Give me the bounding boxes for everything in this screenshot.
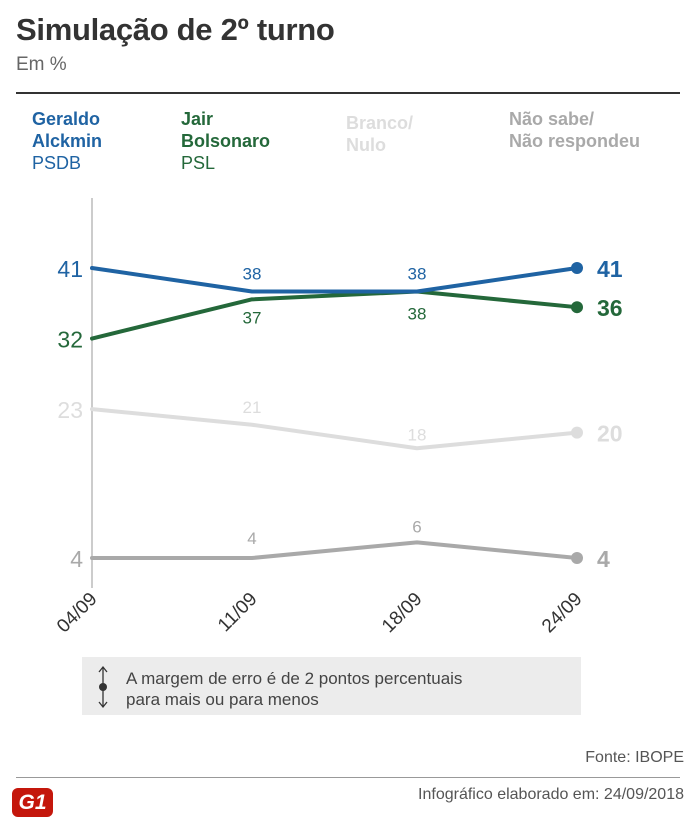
label-layer: 41 32 23 4 41 36 20 4 38 38 37 38 21 18 4 6 04/09 11/09 18… — [53, 256, 623, 637]
x-tick-label: 11/09 — [214, 589, 261, 636]
legend-name: Bolsonaro — [181, 131, 271, 151]
margin-note-text: A margem de erro é de 2 pontos percentua… — [126, 668, 462, 710]
data-label: 38 — [243, 265, 262, 284]
g1-logo: G1 — [12, 788, 53, 817]
data-label: 6 — [412, 517, 421, 536]
series-line — [90, 407, 579, 451]
start-value-label: 4 — [70, 546, 83, 572]
x-tick-label: 18/09 — [378, 589, 426, 637]
data-label: 37 — [243, 308, 262, 327]
series-end-point — [571, 426, 583, 439]
legend-name: Não sabe/ — [509, 109, 595, 129]
series-end-point — [571, 301, 583, 314]
data-label: 21 — [243, 398, 262, 417]
end-value-label: 36 — [597, 295, 623, 321]
legend-item-nao-sabe: Não sabe/ Não respondeu — [509, 108, 640, 152]
line-chart: 41 32 23 4 41 36 20 4 38 38 37 38 21 18 4 6 04/09 11/09 18… — [53, 198, 623, 637]
series-end-point — [571, 262, 583, 274]
series-line — [90, 289, 579, 341]
legend-item-bolsonaro: Jair Bolsonaro PSL — [181, 108, 270, 174]
start-value-label: 32 — [57, 327, 83, 353]
x-tick-label: 24/09 — [538, 589, 586, 637]
start-value-label: 41 — [57, 256, 83, 282]
x-tick-label: 04/09 — [53, 589, 101, 637]
end-value-label: 4 — [597, 546, 610, 572]
data-label: 18 — [408, 425, 427, 444]
data-label: 38 — [408, 265, 427, 284]
legend-party: PSDB — [32, 153, 82, 173]
credit-label: Infográfico elaborado em: 24/09/2018 — [418, 786, 684, 803]
top-divider — [16, 92, 680, 94]
series-line — [90, 540, 579, 560]
data-label: 4 — [247, 529, 256, 548]
source-label: Fonte: IBOPE — [585, 749, 684, 766]
legend-name: Não respondeu — [509, 131, 641, 151]
end-value-label: 41 — [597, 256, 623, 282]
series-end-point — [571, 552, 583, 564]
chart-title: Simulação de 2º turno — [16, 12, 335, 47]
margin-note-line: para mais ou para menos — [126, 690, 319, 709]
legend-party: PSL — [181, 153, 216, 173]
legend-item-alckmin: Geraldo Alckmin PSDB — [32, 108, 102, 174]
bottom-divider — [16, 777, 680, 778]
start-value-label: 23 — [57, 397, 83, 423]
margin-note-line: A margem de erro é de 2 pontos percentua… — [126, 669, 463, 688]
series-layer — [90, 262, 583, 564]
legend-name: Nulo — [346, 135, 386, 155]
data-label: 38 — [408, 305, 427, 324]
series-line — [90, 266, 579, 294]
chart-subtitle: Em % — [16, 54, 67, 75]
margin-of-error-icon — [98, 665, 108, 709]
legend-item-branco-nulo: Branco/ Nulo — [346, 112, 413, 156]
legend-name: Branco/ — [346, 113, 414, 133]
legend-name: Jair — [181, 109, 214, 129]
legend-name: Alckmin — [32, 131, 103, 151]
margin-note-box — [82, 657, 581, 715]
legend-name: Geraldo — [32, 109, 101, 129]
end-value-label: 20 — [597, 421, 623, 447]
